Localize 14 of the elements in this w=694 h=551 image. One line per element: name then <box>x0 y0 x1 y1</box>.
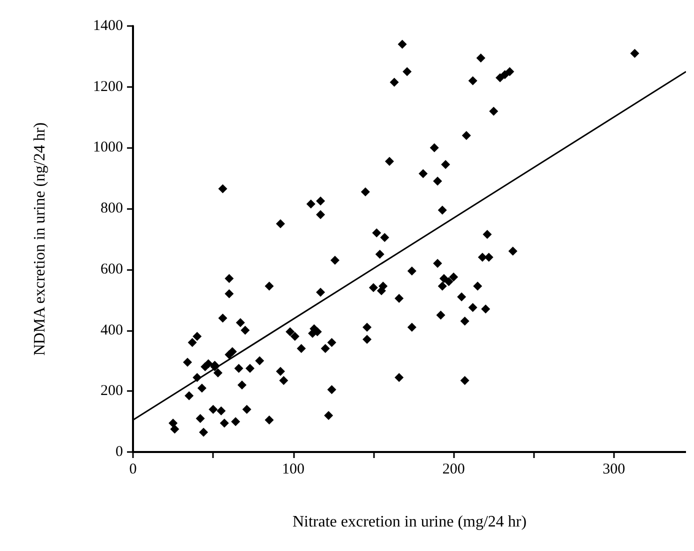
x-tick-label: 300 <box>602 462 626 478</box>
y-tick-label: 1400 <box>93 18 123 34</box>
x-tick-label: 0 <box>129 462 137 478</box>
y-tick-label: 1000 <box>93 140 123 156</box>
y-tick-label: 0 <box>116 444 123 460</box>
y-tick-label: 400 <box>100 322 123 338</box>
y-axis-title: NDMA excretion in urine (ng/24 hr) <box>32 122 48 356</box>
y-tick-label: 800 <box>100 200 123 217</box>
x-tick-label: 100 <box>282 462 305 478</box>
y-tick-label: 200 <box>100 383 123 400</box>
y-tick-label: 600 <box>100 261 123 278</box>
x-axis-title: Nitrate excretion in urine (mg/24 hr) <box>292 514 527 530</box>
x-tick-label: 200 <box>442 462 465 478</box>
y-tick-label: 1200 <box>93 78 123 95</box>
